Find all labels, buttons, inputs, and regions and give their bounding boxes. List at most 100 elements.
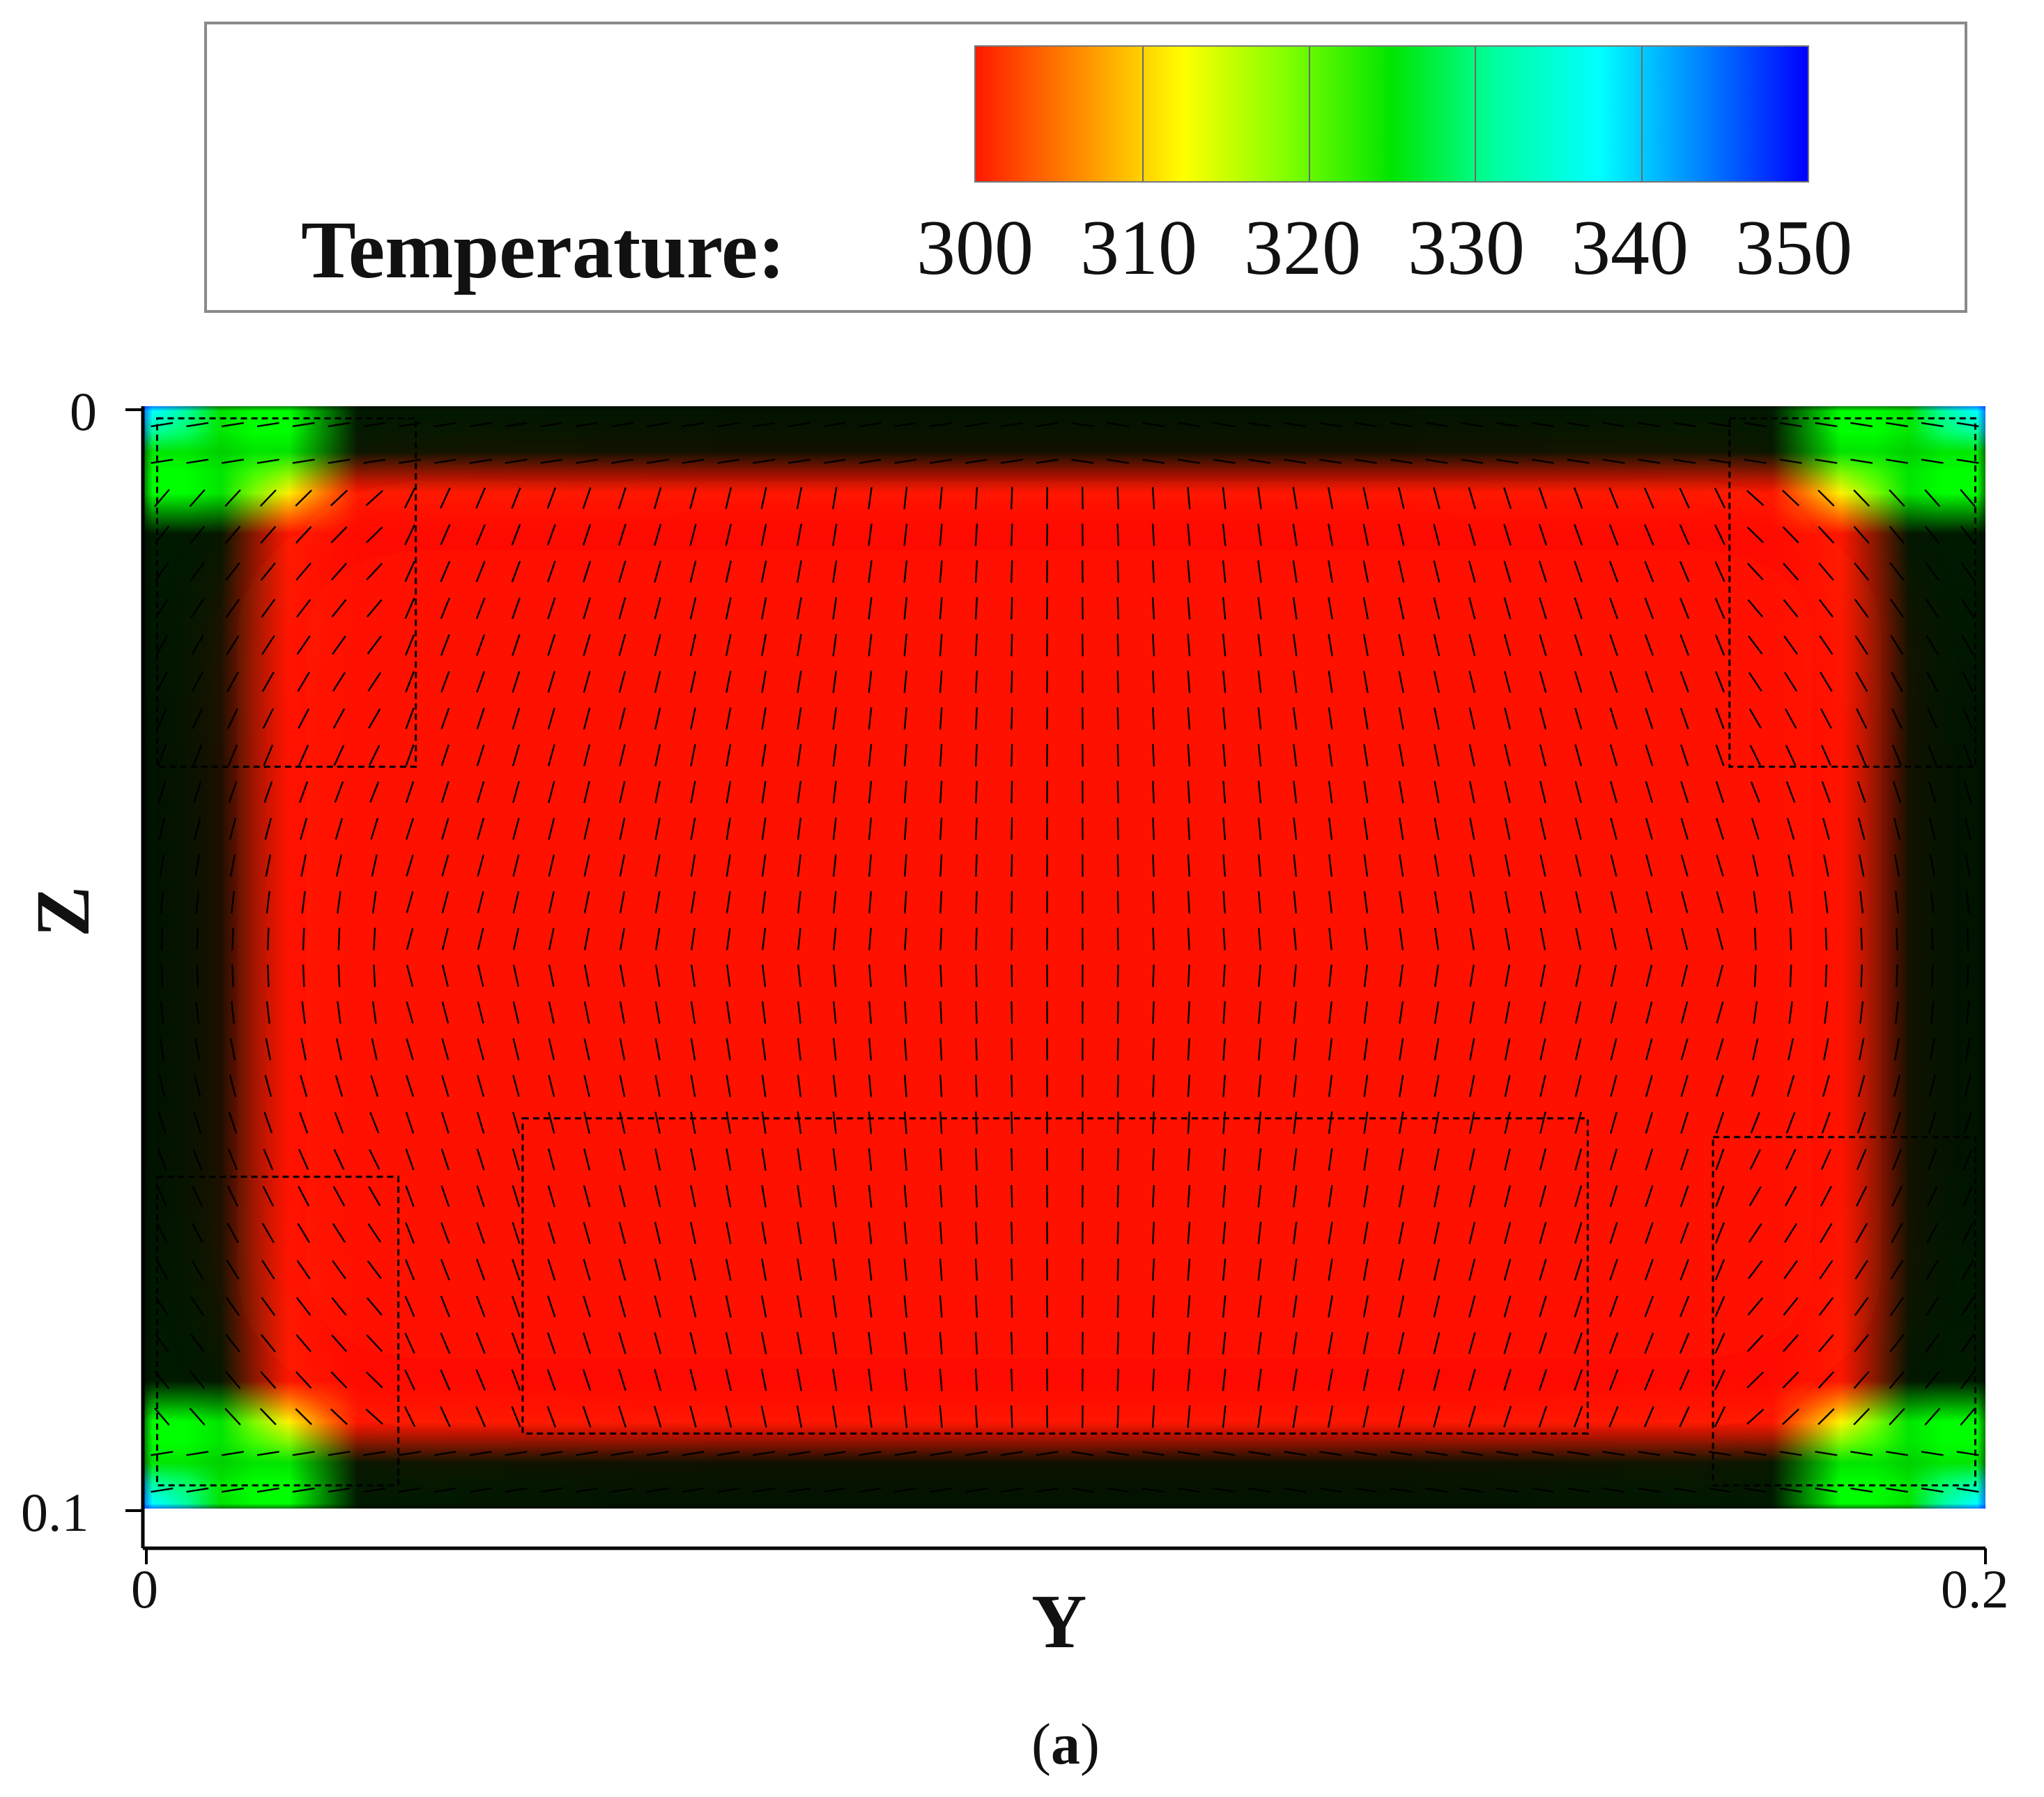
velocity-vector [1504,1148,1511,1171]
velocity-vector [868,964,872,987]
velocity-vector [1222,854,1226,877]
velocity-vector [406,891,414,913]
velocity-vector [1187,964,1190,987]
velocity-vector [1891,744,1903,766]
velocity-vector [1398,670,1404,693]
velocity-vector [1328,854,1333,877]
velocity-vector [939,1185,943,1208]
velocity-vector [1610,1111,1617,1134]
velocity-vector [1011,1221,1013,1244]
velocity-vector [760,523,767,546]
velocity-vector [725,1038,731,1061]
velocity-vector [761,817,767,840]
velocity-vector [440,1332,451,1354]
velocity-vector [440,1148,450,1171]
velocity-vector [859,1487,882,1493]
velocity-vector [295,1334,312,1352]
velocity-vector [548,854,555,877]
velocity-vector [1744,422,1767,428]
velocity-vector [654,1074,661,1097]
velocity-vector [194,817,201,840]
velocity-vector [1815,1487,1838,1493]
velocity-vector [1538,524,1548,546]
velocity-vector [761,1111,767,1134]
velocity-vector [1151,1332,1155,1355]
velocity-vector [1609,1295,1619,1318]
velocity-vector [160,1001,164,1024]
velocity-vector [868,633,873,656]
velocity-vector [1292,1258,1298,1281]
velocity-vector [1425,422,1448,428]
velocity-vector [1715,1185,1725,1208]
velocity-vector [583,1332,592,1355]
velocity-vector [725,1295,732,1318]
velocity-vector [1328,1038,1333,1061]
velocity-vector [1886,1451,1908,1456]
velocity-vector [1751,1074,1760,1097]
velocity-vector [1610,964,1617,987]
velocity-vector [1036,1487,1059,1493]
velocity-vector [365,526,383,543]
velocity-vector [1889,489,1905,507]
velocity-vector [833,927,837,950]
velocity-vector [190,562,205,581]
velocity-vector [1788,854,1795,877]
velocity-vector [689,560,697,583]
velocity-vector [1503,1368,1512,1391]
velocity-vector [1818,1371,1835,1389]
velocity-vector [229,1038,236,1061]
velocity-vector [903,1332,908,1355]
velocity-vector [1574,524,1583,546]
velocity-vector [440,1258,450,1281]
velocity-vector [832,1221,837,1244]
velocity-vector [725,1074,731,1097]
velocity-vector [1011,633,1013,656]
velocity-vector [1354,422,1377,428]
velocity-vector [511,1332,521,1355]
velocity-vector [333,744,345,766]
velocity-vector [974,597,978,620]
velocity-vector [1433,1258,1440,1281]
velocity-vector [1921,422,1944,428]
velocity-vector [1363,1148,1369,1171]
velocity-vector [1503,1332,1512,1355]
velocity-vector [1398,1185,1404,1208]
velocity-vector [1257,597,1262,620]
velocity-vector [1783,1334,1799,1352]
velocity-vector [689,1332,697,1355]
velocity-vector [1293,1148,1298,1171]
velocity-vector [797,817,802,840]
velocity-vector [1823,854,1829,877]
velocity-vector [366,562,383,580]
velocity-vector [1222,523,1227,546]
velocity-vector [1434,927,1439,950]
velocity-vector [546,1332,556,1355]
velocity-vector [1893,854,1900,877]
velocity-vector [654,1185,661,1208]
velocity-vector [1539,744,1546,766]
velocity-vector [1531,458,1554,464]
velocity-vector [1539,1258,1547,1281]
velocity-vector [761,670,767,693]
velocity-vector [1750,781,1760,803]
velocity-vector [868,1111,873,1134]
velocity-vector [440,1369,451,1391]
velocity-vector [823,1487,846,1493]
velocity-vector [1258,964,1261,987]
velocity-vector [406,1038,414,1061]
velocity-vector [1960,1371,1976,1389]
velocity-vector [330,1408,348,1426]
legend-tick-320: 320 [1244,205,1361,291]
velocity-vector [547,1148,555,1171]
velocity-vector [476,1148,485,1171]
velocity-vector [619,1038,626,1061]
velocity-vector [583,1001,590,1024]
velocity-vector [262,1185,275,1207]
velocity-vector [1574,597,1583,619]
velocity-vector [654,1368,662,1391]
velocity-vector [1960,562,1975,581]
velocity-vector [939,1258,943,1281]
velocity-vector [761,1074,767,1097]
velocity-vector [1608,487,1619,509]
velocity-vector [618,633,627,656]
